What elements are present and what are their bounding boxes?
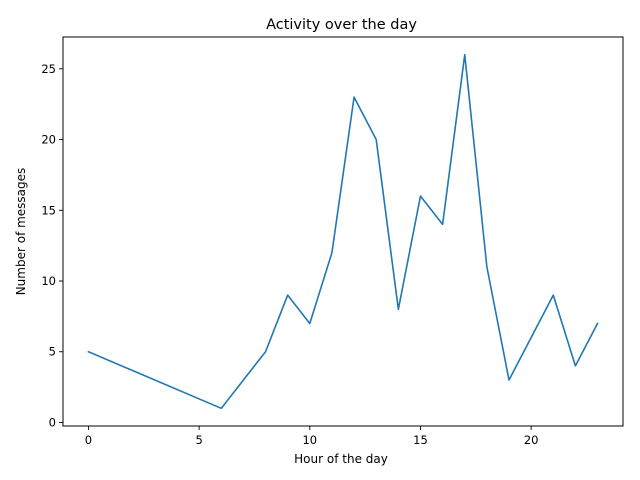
x-tick-label: 15 xyxy=(413,433,428,447)
x-tick-label: 10 xyxy=(302,433,317,447)
y-axis-ticks: 0 5 10 15 20 25 xyxy=(41,62,63,429)
y-tick-label: 20 xyxy=(41,133,56,147)
y-tick-label: 0 xyxy=(49,415,56,429)
y-tick-label: 15 xyxy=(41,203,56,217)
y-tick-label: 5 xyxy=(49,345,56,359)
x-tick-label: 20 xyxy=(524,433,539,447)
x-axis-ticks: 0 5 10 15 20 xyxy=(85,426,539,447)
series-line xyxy=(87,53,599,410)
y-tick-label: 10 xyxy=(41,274,56,288)
x-axis-label: Hour of the day xyxy=(294,452,388,466)
plot-area-frame xyxy=(62,36,624,427)
y-tick-label: 25 xyxy=(41,62,56,76)
x-tick-label: 0 xyxy=(85,433,92,447)
chart-title: Activity over the day xyxy=(266,17,417,33)
x-tick-label: 5 xyxy=(195,433,202,447)
y-axis-label: Number of messages xyxy=(14,168,28,296)
